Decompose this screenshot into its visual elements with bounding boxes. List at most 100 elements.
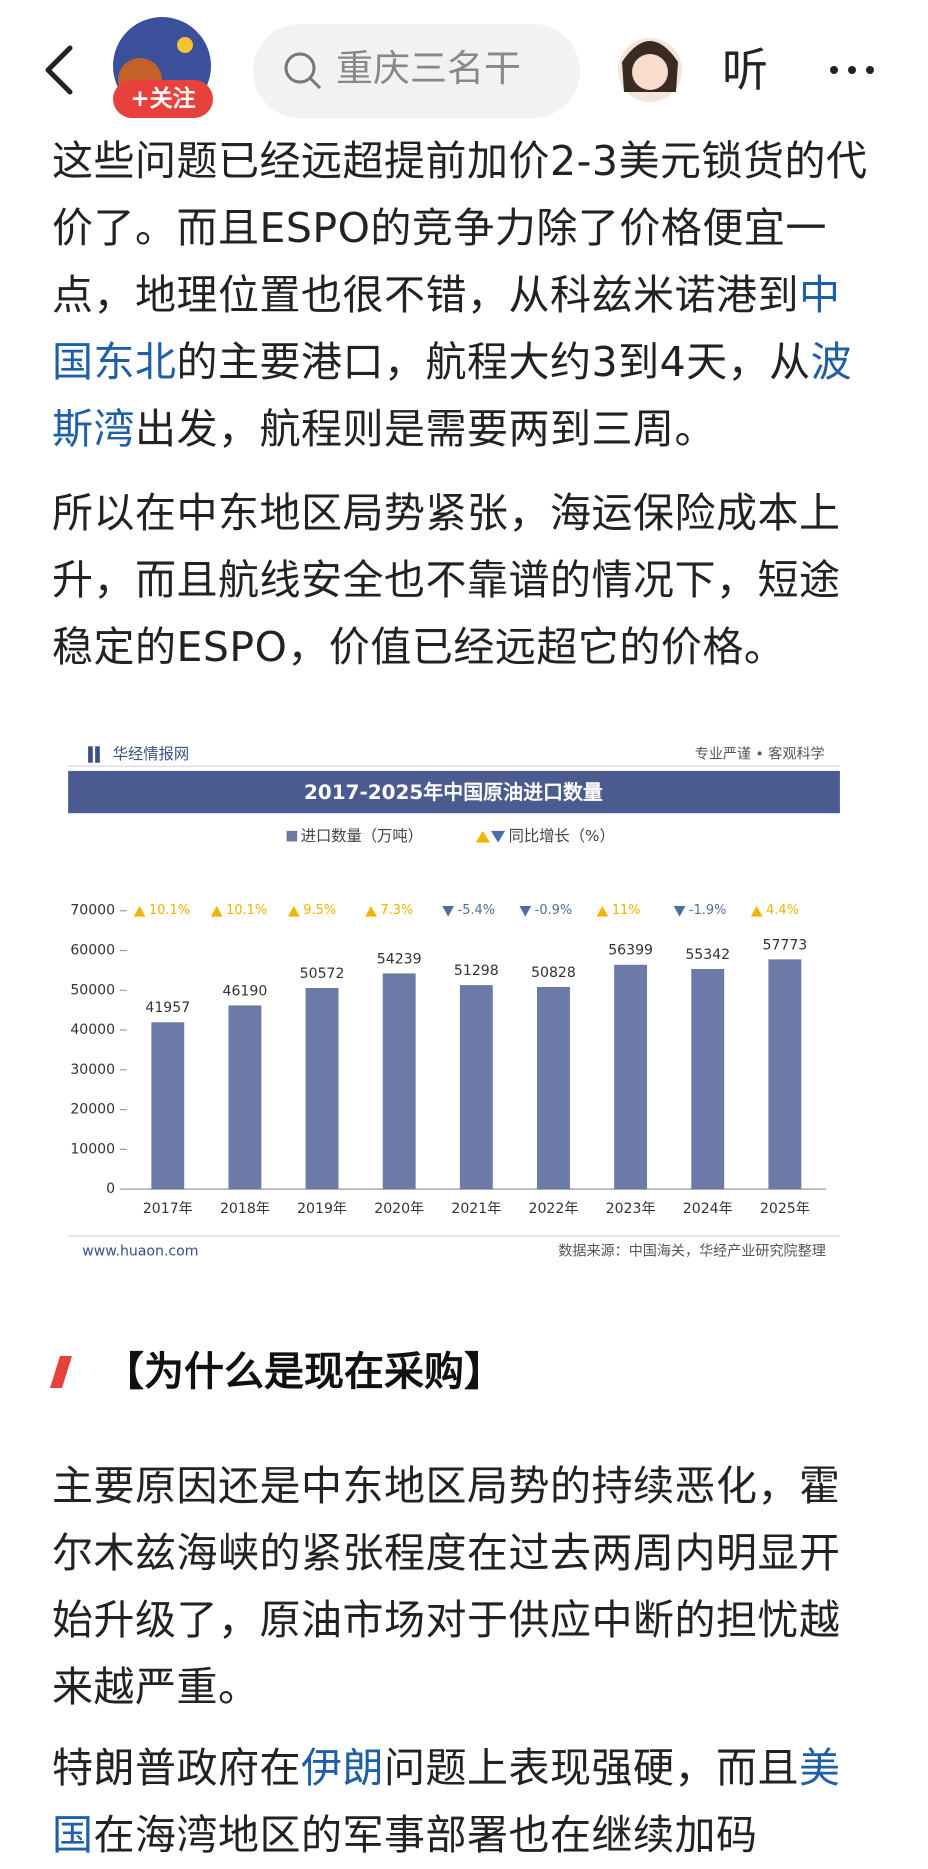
text: 在海湾地区的军事部署也在继续加码	[93, 1811, 758, 1859]
data-label: 51298	[454, 963, 499, 979]
slogan: 专业严谨 • 客观科学	[695, 745, 825, 762]
paragraph: 所以在中东地区局势紧张，海运保险成本上升，而且航线安全也不靠谱的情况下，短途稳定…	[52, 480, 880, 681]
link-text[interactable]: 波斯湾	[52, 338, 853, 453]
heading-mark	[50, 1356, 72, 1388]
growth-marker	[750, 906, 763, 917]
chart-image: 华经情报网 专业严谨 • 客观科学 2017-2025年中国原油进口数量 进口数…	[58, 728, 858, 1272]
link-text[interactable]: 伊朗	[301, 1744, 384, 1792]
website: www.huaon.com	[82, 1243, 198, 1259]
growth-label: 11%	[612, 903, 641, 918]
follow-label[interactable]: +关注	[130, 86, 196, 112]
data-label: 41957	[145, 1000, 190, 1016]
growth-marker	[133, 906, 146, 917]
header: +关注 重庆三名干 听	[0, 0, 928, 130]
y-tick-label: 70000	[70, 903, 115, 919]
y-tick-label: 0	[106, 1181, 115, 1197]
text: 所以在中东地区局势紧张，海运保险成本上升，而且航线安全也不靠谱的情况下，短途稳定…	[52, 489, 841, 671]
y-tick-label: 50000	[70, 982, 115, 998]
bar	[768, 959, 802, 1190]
growth-label: -0.9%	[535, 903, 572, 918]
legend-label: 进口数量（万吨）	[301, 827, 423, 845]
data-label: 55342	[685, 947, 730, 963]
search-icon	[284, 52, 316, 84]
paragraph: 主要原因还是中东地区局势的持续恶化，霍尔木兹海峡的紧张程度在过去两周内明显开始升…	[52, 1453, 880, 1721]
search-icon	[308, 76, 322, 90]
y-tick-label: 10000	[70, 1141, 115, 1157]
search-text[interactable]: 重庆三名干	[336, 47, 521, 90]
more-dot[interactable]	[848, 66, 856, 74]
more-dot[interactable]	[830, 66, 838, 74]
x-tick-label: 2025年	[760, 1201, 810, 1217]
data-label: 50828	[531, 965, 576, 981]
bar	[459, 985, 493, 1190]
growth-label: -1.9%	[689, 903, 726, 918]
brand: 华经情报网	[113, 745, 189, 763]
legend-label: 同比增长（%）	[509, 827, 615, 845]
growth-marker	[596, 906, 609, 917]
bar	[537, 986, 570, 1190]
chart-background	[58, 728, 858, 1272]
x-tick-label: 2020年	[374, 1201, 424, 1217]
data-label: 46190	[223, 983, 268, 999]
growth-marker	[519, 906, 532, 917]
text: 问题上表现强硬，而且	[384, 1744, 799, 1792]
x-tick-label: 2024年	[683, 1201, 733, 1217]
paragraph: 这些问题已经远超提前加价2-3美元锁货的代价了。而且ESPO的竞争力除了价格便宜…	[52, 128, 880, 463]
growth-label: 10.1%	[149, 903, 190, 918]
x-tick-label: 2017年	[143, 1201, 193, 1217]
legend-swatch	[286, 830, 298, 842]
growth-marker	[673, 906, 686, 917]
brand-logo	[95, 746, 100, 763]
data-label: 56399	[608, 943, 653, 959]
paragraph: 特朗普政府在伊朗问题上表现强硬，而且美国在海湾地区的军事部署也在继续加码	[52, 1735, 880, 1869]
section-heading: 【为什么是现在采购】	[104, 1349, 504, 1395]
listen-label[interactable]: 听	[722, 43, 768, 97]
y-tick-label: 30000	[70, 1062, 115, 1078]
data-label: 50572	[300, 966, 345, 982]
link-text[interactable]: 美国	[52, 1744, 841, 1859]
growth-label: 4.4%	[766, 903, 799, 918]
growth-marker	[442, 906, 455, 917]
growth-label: 7.3%	[380, 903, 413, 918]
y-tick-label: 40000	[70, 1022, 115, 1038]
text: 主要原因还是中东地区局势的持续恶化，霍尔木兹海峡的紧张程度在过去两周内明显开始升…	[52, 1462, 841, 1711]
source: 数据来源：中国海关，华经产业研究院整理	[558, 1243, 826, 1259]
text: 的主要港口，航程大约3到4天，从	[176, 338, 811, 386]
growth-marker	[210, 906, 223, 917]
legend-swatch	[475, 830, 490, 843]
link-text[interactable]: 中国东北	[52, 271, 841, 386]
x-tick-label: 2018年	[220, 1201, 270, 1217]
text: 这些问题已经远超提前加价2-3美元锁货的代价了。而且ESPO的竞争力除了价格便宜…	[52, 137, 868, 319]
x-tick-label: 2023年	[606, 1201, 656, 1217]
growth-marker	[365, 906, 377, 917]
listen-avatar-face	[632, 54, 668, 90]
header-icons	[45, 17, 874, 118]
growth-label: 9.5%	[303, 903, 336, 918]
growth-marker	[287, 906, 300, 917]
bar	[614, 964, 648, 1190]
y-tick-label: 20000	[70, 1102, 115, 1118]
back-button[interactable]	[45, 45, 73, 95]
bar	[382, 973, 416, 1190]
text: 特朗普政府在	[52, 1744, 301, 1792]
bar	[305, 987, 339, 1190]
growth-label: -5.4%	[458, 903, 495, 918]
heading-mark-shape	[50, 1356, 72, 1388]
chart-title-bar	[68, 770, 840, 814]
avatar-decoration	[177, 37, 193, 53]
legend-swatch	[491, 830, 506, 843]
y-tick-label: 60000	[70, 942, 115, 958]
bar	[228, 1005, 262, 1190]
brand-logo	[88, 746, 93, 763]
data-label: 54239	[377, 951, 422, 967]
x-tick-label: 2021年	[451, 1201, 501, 1217]
follow-button[interactable]	[113, 80, 213, 118]
growth-label: 10.1%	[226, 903, 267, 918]
x-tick-label: 2022年	[529, 1201, 579, 1217]
data-label: 57773	[762, 937, 807, 953]
bar	[151, 1022, 185, 1190]
more-dot[interactable]	[866, 66, 874, 74]
text: 出发，航程则是需要两到三周。	[135, 405, 716, 453]
search-box[interactable]	[253, 24, 580, 118]
chart-title: 2017-2025年中国原油进口数量	[304, 780, 603, 804]
